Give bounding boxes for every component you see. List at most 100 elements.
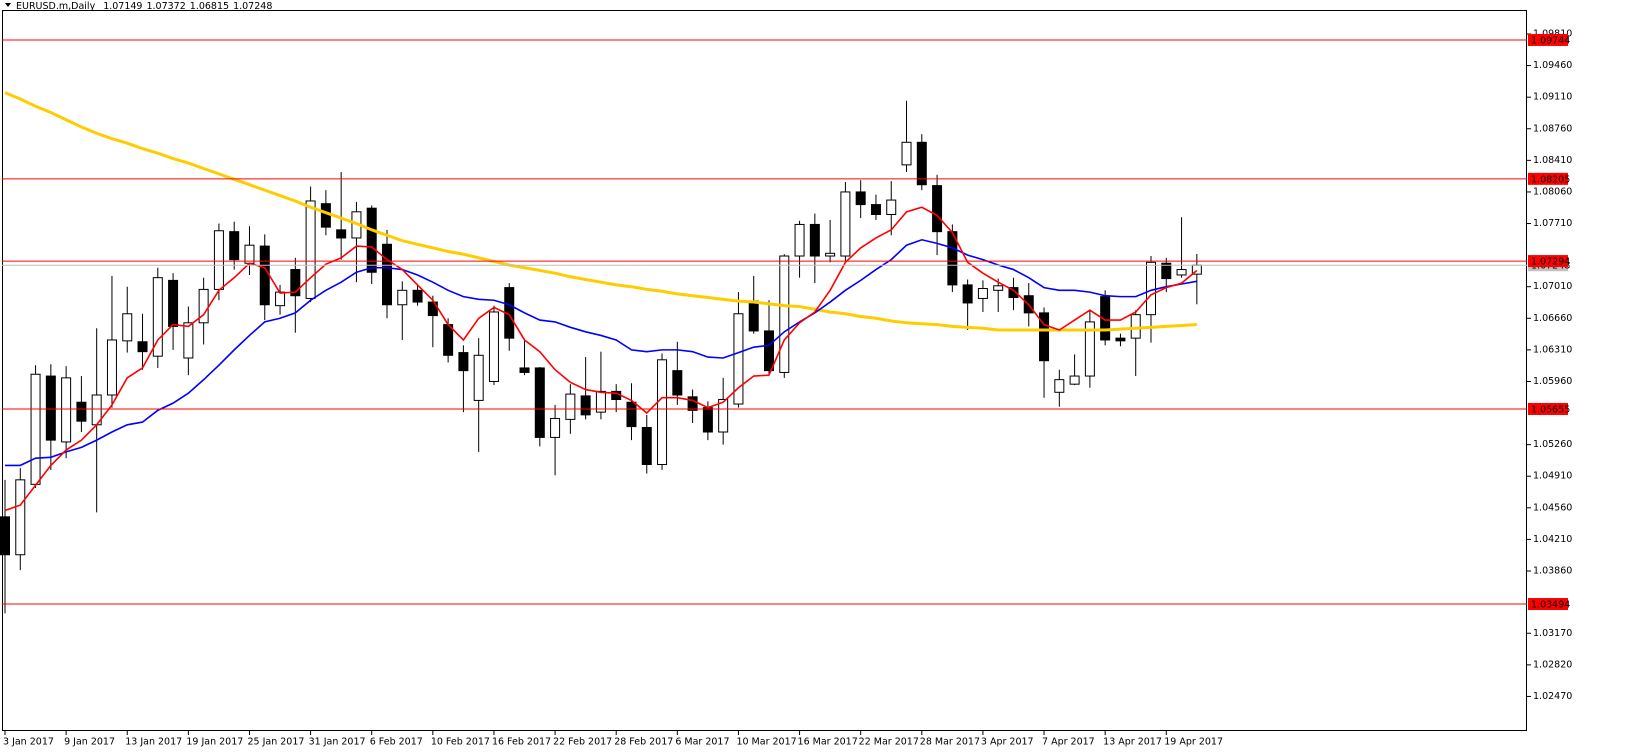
y-tick-label: 1.02820 — [1533, 659, 1572, 670]
y-tick-label: 1.03170 — [1533, 628, 1572, 639]
y-tick-label: 1.07010 — [1533, 281, 1572, 292]
x-tick-label: 10 Mar 2017 — [736, 737, 796, 748]
candle-body — [458, 352, 469, 372]
candle-body — [213, 230, 224, 290]
candle-body — [855, 191, 866, 206]
y-tick-label: 1.05960 — [1533, 376, 1572, 387]
header-close: 1.07248 — [233, 1, 272, 12]
candle-body — [275, 291, 286, 307]
y-tick-label: 1.03860 — [1533, 565, 1572, 576]
moving-average-line — [4, 206, 1198, 512]
candle-body — [748, 300, 759, 332]
header-low: 1.06815 — [190, 1, 229, 12]
level-label: 1.05655 — [1531, 404, 1570, 415]
x-tick-label: 9 Jan 2017 — [64, 737, 115, 748]
candle-body — [15, 479, 26, 556]
level-label-box — [1528, 33, 1568, 46]
symbol-menu-arrow[interactable] — [5, 3, 11, 7]
candle-body — [183, 322, 194, 359]
header-open: 1.07149 — [103, 1, 142, 12]
candle-body — [1146, 261, 1156, 316]
y-tick-label: 1.08760 — [1533, 123, 1572, 134]
x-tick-label: 13 Jan 2017 — [125, 737, 182, 748]
y-tick-label: 1.04210 — [1533, 534, 1572, 545]
candle-body — [901, 141, 912, 166]
candle-body — [122, 313, 133, 342]
candle-body — [672, 370, 683, 396]
y-tick-label: 1.05260 — [1533, 439, 1572, 450]
y-tick-label: 1.06660 — [1533, 313, 1572, 324]
candle-body — [702, 407, 713, 433]
header: EURUSD.m,Daily 1.07149 1.07372 1.06815 1.072… — [16, 1, 272, 12]
candle-body — [550, 417, 561, 438]
candle-body — [137, 341, 148, 353]
plot-frame — [2, 10, 1527, 731]
level-label: 1.09744 — [1531, 35, 1570, 46]
candle-body — [336, 229, 347, 239]
y-tick-label: 1.09110 — [1533, 92, 1572, 103]
level-label: 1.07294 — [1531, 257, 1570, 268]
candle-body — [1176, 269, 1187, 276]
x-tick-label: 22 Feb 2017 — [553, 737, 612, 748]
candle-body — [657, 359, 668, 465]
candle-body — [580, 395, 591, 416]
x-tick-label: 28 Mar 2017 — [920, 737, 980, 748]
x-tick-label: 16 Mar 2017 — [798, 737, 858, 748]
candle-body — [30, 373, 41, 485]
candle-body — [687, 396, 698, 411]
candle-body — [565, 393, 576, 420]
x-tick-label: 28 Feb 2017 — [614, 737, 673, 748]
candle-body — [45, 375, 56, 441]
y-tick-label: 1.06310 — [1533, 344, 1572, 355]
candle-body — [1039, 312, 1050, 362]
candle-body — [840, 191, 851, 257]
level-label-box — [1528, 255, 1568, 268]
y-tick-label: 1.04910 — [1533, 471, 1572, 482]
x-tick-label: 13 Apr 2017 — [1103, 737, 1162, 748]
y-tick-label: 1.08410 — [1533, 155, 1572, 166]
x-tick-label: 6 Feb 2017 — [370, 737, 423, 748]
candle-body — [626, 401, 637, 428]
chart-title: EURUSD.m,Daily — [16, 1, 96, 12]
candle-body — [106, 339, 117, 396]
candle-body — [1130, 314, 1141, 339]
x-tick-label: 31 Jan 2017 — [309, 737, 366, 748]
level-label: 1.03494 — [1531, 600, 1570, 611]
candle-body — [595, 390, 606, 413]
x-tick-label: 25 Jan 2017 — [247, 737, 304, 748]
candle-body — [733, 313, 744, 405]
candle-body — [794, 223, 805, 257]
candle-body — [962, 284, 973, 304]
candle-body — [61, 377, 72, 443]
header-high: 1.07372 — [146, 1, 185, 12]
candle-body — [412, 289, 423, 303]
candle-body — [809, 223, 820, 257]
candle-body — [1054, 379, 1065, 393]
level-label-box — [1528, 402, 1568, 415]
candle-body — [993, 285, 1004, 291]
y-tick-label: 1.07710 — [1533, 218, 1572, 229]
x-tick-label: 3 Jan 2017 — [3, 737, 54, 748]
candle-body — [825, 252, 836, 257]
candle-body — [779, 255, 790, 373]
x-tick-label: 10 Feb 2017 — [431, 737, 490, 748]
candle-body — [76, 401, 87, 422]
candle-body — [1084, 321, 1095, 377]
x-tick-label: 3 Apr 2017 — [981, 737, 1034, 748]
candle-body — [382, 243, 392, 306]
y-tick-label: 1.08060 — [1533, 186, 1572, 197]
candle-body — [764, 330, 774, 372]
candle-body — [519, 367, 530, 373]
candle-body — [229, 231, 240, 261]
x-tick-label: 19 Jan 2017 — [186, 737, 243, 748]
x-tick-label: 22 Mar 2017 — [859, 737, 919, 748]
candle-body — [152, 277, 163, 357]
level-label: 1.08205 — [1531, 174, 1570, 185]
candle-body — [641, 426, 652, 465]
y-tick-label: 1.04560 — [1533, 502, 1572, 513]
candle-body — [366, 207, 377, 273]
candle-body — [305, 200, 316, 299]
